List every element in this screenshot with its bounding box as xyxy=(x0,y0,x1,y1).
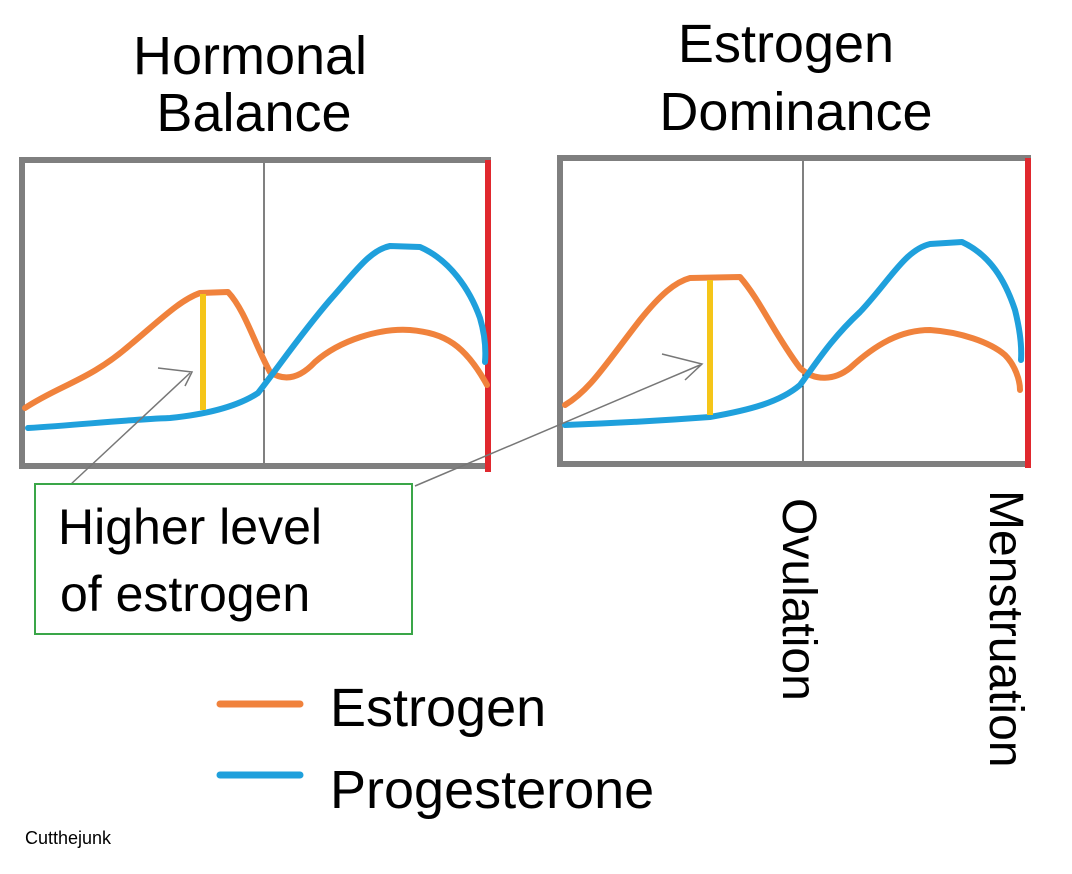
legend-label: Progesterone xyxy=(330,760,654,820)
ovulation-label: Ovulation xyxy=(772,498,825,701)
progesterone-curve xyxy=(25,243,489,431)
estrogen-curve xyxy=(562,274,1023,408)
estrogen-curve xyxy=(22,289,490,411)
menstruation-label: Menstruation xyxy=(979,490,1032,767)
progesterone-curve xyxy=(562,239,1025,428)
callout-text: Higher level xyxy=(58,499,322,555)
callout-arrows xyxy=(69,353,704,487)
panel-frame xyxy=(19,157,491,469)
panel-title: Hormonal xyxy=(133,26,367,86)
panel-title: Estrogen xyxy=(678,14,894,74)
panel xyxy=(19,157,491,472)
panel-frame xyxy=(557,155,1031,467)
callout-text: of estrogen xyxy=(60,566,310,622)
legend-label: Estrogen xyxy=(330,678,546,738)
credit: Cutthejunk xyxy=(25,828,112,848)
panel xyxy=(557,155,1031,468)
panel-title: Dominance xyxy=(659,82,932,142)
panel-title: Balance xyxy=(156,83,351,143)
callout-box xyxy=(34,483,413,635)
